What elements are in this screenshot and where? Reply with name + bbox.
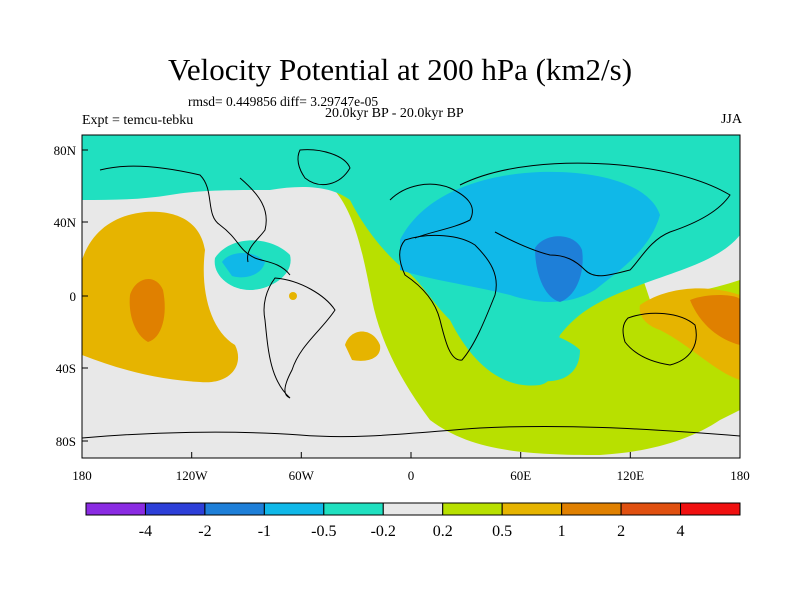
colorbar-swatch bbox=[442, 502, 503, 516]
colorbar-label: 0.2 bbox=[433, 523, 453, 540]
lat-tick-labels: 80N 40N 0 40S 80S bbox=[54, 143, 77, 449]
coast-greenland bbox=[297, 149, 351, 186]
coast-antarctica bbox=[82, 425, 740, 439]
coast-africa bbox=[399, 235, 497, 361]
lon-tick-label: 180 bbox=[72, 468, 92, 483]
coast-europe bbox=[389, 183, 473, 239]
lon-ticks bbox=[81, 452, 741, 458]
field-strong-negative-india bbox=[535, 236, 583, 302]
coast-north-america bbox=[99, 165, 291, 276]
coast-asia bbox=[459, 162, 731, 277]
time-range-text: 20.0kyr BP - 20.0kyr BP bbox=[325, 106, 464, 121]
lat-tick-label: 80S bbox=[56, 434, 76, 449]
lon-tick-label: 60W bbox=[289, 468, 315, 483]
colorbar-label: -0.2 bbox=[371, 523, 396, 540]
colorbar-swatch bbox=[263, 502, 325, 516]
lon-tick-label: 120W bbox=[176, 468, 209, 483]
lon-tick-label: 60E bbox=[510, 468, 531, 483]
figure-title: Velocity Potential at 200 hPa (km2/s) bbox=[167, 52, 633, 87]
experiment-label: Expt = temcu-tebku bbox=[82, 113, 194, 128]
coast-north-america-east bbox=[239, 177, 267, 263]
field-weak-positive-spot bbox=[289, 292, 297, 300]
colorbar-swatch bbox=[85, 502, 146, 516]
season-label: JJA bbox=[720, 112, 742, 127]
colorbar-swatch bbox=[204, 502, 265, 516]
lat-tick-label: 40S bbox=[56, 361, 76, 376]
colorbar-label: 2 bbox=[617, 523, 625, 540]
colorbar: -4 -2 -1 -0.5 -0.2 0.2 0.5 1 2 4 bbox=[85, 502, 741, 540]
colorbar-label: 4 bbox=[677, 523, 685, 540]
colorbar-swatch bbox=[501, 502, 563, 516]
lon-tick-label: 0 bbox=[408, 468, 415, 483]
lon-tick-label: 120E bbox=[617, 468, 645, 483]
field-weak-positive-atlantic bbox=[345, 331, 381, 361]
colorbar-label: -2 bbox=[198, 523, 211, 540]
colorbar-swatch bbox=[561, 502, 622, 516]
coastlines bbox=[82, 149, 740, 439]
colorbar-label: -0.5 bbox=[311, 523, 336, 540]
stats-text: rmsd= 0.449856 diff= 3.29747e-05 bbox=[188, 94, 379, 109]
colorbar-swatch bbox=[680, 502, 741, 516]
field-moderate-positive-west-pacific bbox=[690, 295, 740, 345]
colorbar-swatch bbox=[323, 502, 384, 516]
lat-ticks bbox=[82, 149, 88, 442]
lon-tick-label: 180 bbox=[730, 468, 750, 483]
map-field bbox=[82, 135, 740, 458]
lat-tick-label: 80N bbox=[54, 143, 77, 158]
colorbar-swatch bbox=[620, 502, 682, 516]
coast-south-america bbox=[263, 277, 336, 399]
field-moderate-negative-caribbean bbox=[222, 253, 265, 278]
colorbar-label: -4 bbox=[139, 523, 152, 540]
colorbar-swatch bbox=[144, 502, 206, 516]
field-weak-negative-south bbox=[470, 326, 580, 382]
coast-australia bbox=[622, 312, 697, 366]
field-moderate-negative-asia bbox=[400, 171, 660, 302]
lat-tick-label: 40N bbox=[54, 215, 77, 230]
colorbar-swatch bbox=[382, 502, 444, 516]
lat-tick-label: 0 bbox=[70, 289, 77, 304]
lon-tick-labels: 180 120W 60W 0 60E 120E 180 bbox=[72, 468, 750, 483]
colorbar-label: 1 bbox=[558, 523, 566, 540]
field-moderate-positive-east-pacific bbox=[129, 279, 165, 342]
colorbar-label: 0.5 bbox=[492, 523, 512, 540]
colorbar-label: -1 bbox=[258, 523, 271, 540]
